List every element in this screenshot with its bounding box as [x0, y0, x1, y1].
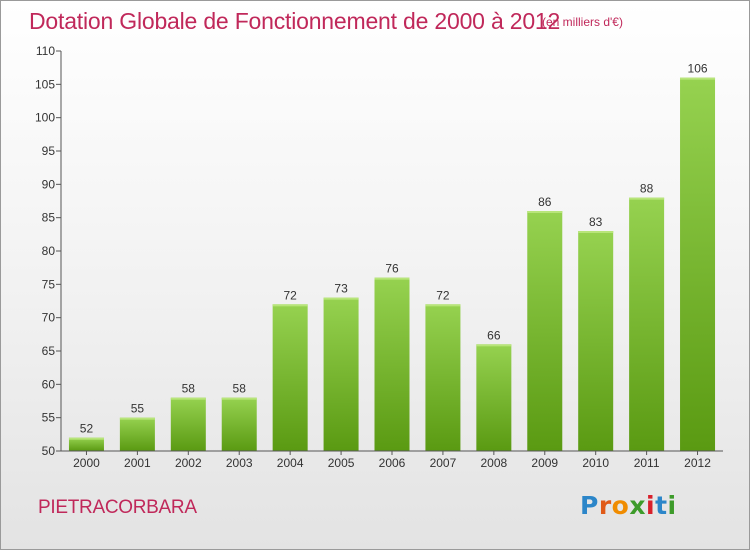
bar-highlight-2007: [425, 304, 461, 307]
data-label-2002: 58: [182, 382, 196, 396]
logo-letter: t: [655, 491, 668, 520]
bar-2001: [119, 417, 155, 451]
proxiti-logo: Proxiti: [580, 491, 677, 520]
bar-highlight-2001: [119, 417, 155, 420]
x-tick-label: 2007: [430, 456, 457, 470]
x-tick-label: 2005: [328, 456, 355, 470]
bar-2012: [680, 77, 716, 452]
y-tick-label: 85: [42, 211, 56, 225]
logo-letter: o: [611, 491, 630, 520]
bar-2003: [221, 397, 257, 451]
y-tick-label: 65: [42, 344, 56, 358]
bar-highlight-2002: [170, 397, 206, 400]
data-label-2007: 72: [436, 288, 450, 302]
data-label-2008: 66: [487, 328, 501, 342]
data-label-2005: 73: [334, 282, 348, 296]
bar-2011: [629, 197, 665, 451]
bar-highlight-2010: [578, 231, 614, 233]
data-label-2012: 106: [688, 62, 708, 76]
x-tick-label: 2000: [73, 456, 100, 470]
x-tick-label: 2001: [124, 456, 151, 470]
commune-name: PIETRACORBARA: [38, 497, 197, 518]
x-tick-label: 2008: [480, 456, 507, 470]
logo-letter: x: [629, 491, 646, 520]
y-tick-label: 55: [42, 411, 56, 425]
data-label-2003: 58: [233, 382, 247, 396]
bars: 52 55 58 58 72 73 76 72 66 86 83 88 106: [68, 62, 716, 452]
x-tick-label: 2012: [684, 456, 711, 470]
y-tick-label: 105: [35, 77, 55, 91]
y-tick-label: 95: [42, 144, 56, 158]
data-label-2000: 52: [80, 422, 94, 436]
data-label-2009: 86: [538, 195, 552, 209]
y-tick-label: 110: [36, 44, 55, 58]
y-tick-label: 90: [42, 177, 56, 191]
chart-title: Dotation Globale de Fonctionnement de 20…: [29, 8, 561, 34]
bar-highlight-2003: [221, 397, 257, 400]
bar-highlight-2012: [680, 77, 716, 80]
chart-unit: (en milliers d'€): [542, 15, 623, 29]
data-label-2010: 83: [589, 215, 603, 229]
y-tick-label: 50: [42, 444, 56, 458]
logo-letter: i: [646, 491, 656, 520]
x-tick-label: 2011: [634, 456, 660, 470]
x-tick-label: 2010: [582, 456, 609, 470]
bar-2002: [170, 397, 206, 451]
y-tick-label: 60: [42, 377, 56, 391]
data-label-2011: 88: [640, 182, 654, 196]
bar-highlight-2004: [272, 304, 308, 307]
x-tick-label: 2002: [175, 456, 202, 470]
logo-letter: r: [598, 491, 612, 520]
bar-2004: [272, 304, 308, 451]
x-tick-label: 2009: [531, 456, 558, 470]
x-tick-label: 2004: [277, 456, 304, 470]
data-label-2001: 55: [131, 402, 145, 416]
bar-highlight-2009: [527, 211, 563, 213]
bar-2005: [323, 297, 359, 451]
x-tick-label: 2003: [226, 456, 253, 470]
bar-highlight-2000: [68, 437, 104, 440]
y-tick-label: 100: [35, 111, 55, 125]
bar-highlight-2011: [629, 197, 665, 200]
logo-letter: i: [667, 491, 677, 520]
bar-2000: [68, 437, 104, 451]
logo-letter: P: [580, 491, 599, 520]
x-tick-label: 2006: [379, 456, 406, 470]
bar-2006: [374, 277, 410, 451]
x-axis: 2000 2001 2002 2003 2004 2005 2006 2007 2008 2009…: [61, 450, 723, 470]
y-tick-label: 80: [42, 244, 56, 258]
bar-highlight-2006: [374, 277, 410, 280]
y-tick-label: 75: [42, 277, 56, 291]
data-label-2004: 72: [283, 288, 297, 302]
bar-2008: [476, 344, 512, 451]
y-tick-label: 70: [42, 311, 56, 325]
bar-2009: [527, 211, 563, 451]
bar-highlight-2005: [323, 297, 359, 300]
y-axis: 50 55 60 65 70 75 80 85 90 95 100 105 110: [35, 44, 62, 458]
bar-2010: [578, 231, 614, 451]
bar-highlight-2008: [476, 344, 512, 347]
bar-2007: [425, 304, 461, 451]
data-label-2006: 76: [385, 262, 399, 276]
